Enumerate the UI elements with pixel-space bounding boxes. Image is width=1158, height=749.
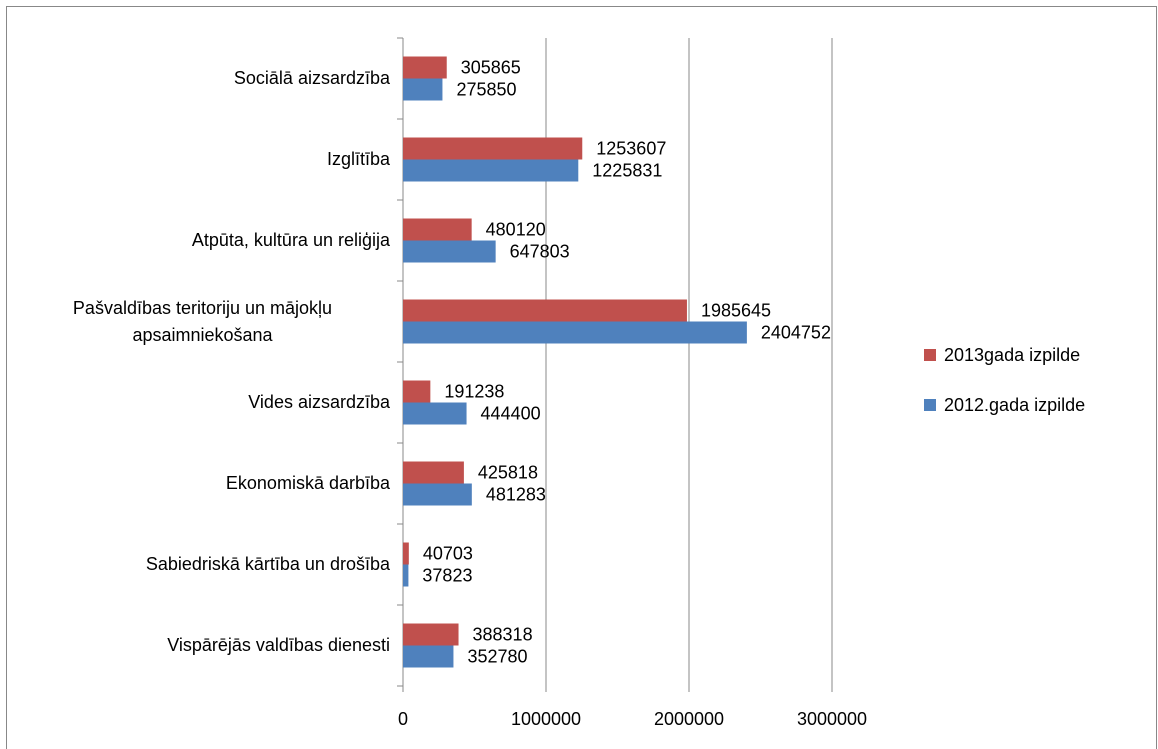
x-tick-label: 2000000 <box>654 709 724 729</box>
bar <box>403 542 409 565</box>
bar <box>403 240 496 263</box>
y-tick-label: Atpūta, kultūra un reliģija <box>191 230 390 250</box>
y-tick-label-wrap: Vispārējās valdības dienesti <box>10 605 390 686</box>
legend-label: 2013gada izpilde <box>944 345 1080 365</box>
data-label: 1225831 <box>592 160 662 180</box>
y-tick-label: Vispārējās valdības dienesti <box>167 635 390 655</box>
bar <box>403 159 579 182</box>
data-label: 2404752 <box>761 322 831 342</box>
x-tick-label: 0 <box>398 709 408 729</box>
chart-frame <box>6 6 1157 749</box>
data-label: 425818 <box>478 462 538 482</box>
data-label: 388318 <box>473 624 533 644</box>
y-tick-label-wrap: Pašvaldības teritoriju un mājokļu apsaim… <box>10 281 390 362</box>
bar <box>403 402 467 425</box>
y-tick-label-box: Vides aizsardzība <box>10 362 390 443</box>
data-label: 191238 <box>444 381 504 401</box>
y-tick-label-box: Vispārējās valdības dienesti <box>10 605 390 686</box>
y-tick-label-box: Atpūta, kultūra un reliģija <box>10 200 390 281</box>
bar <box>403 137 583 160</box>
y-tick-label-box: Pašvaldības teritoriju un mājokļu apsaim… <box>10 281 390 362</box>
bar <box>403 218 472 241</box>
data-label: 40703 <box>423 543 473 563</box>
bar <box>403 461 464 484</box>
data-label: 1253607 <box>596 138 666 158</box>
y-tick-label: Sociālā aizsardzība <box>233 68 390 88</box>
bar <box>403 564 409 587</box>
y-tick-label: Sabiedriskā kārtība un drošība <box>145 554 390 574</box>
data-label: 275850 <box>456 79 516 99</box>
data-label: 1985645 <box>701 300 771 320</box>
data-label: 305865 <box>461 57 521 77</box>
data-label: 444400 <box>481 403 541 423</box>
bar <box>403 56 447 79</box>
bar <box>403 623 459 646</box>
y-tick-label-box: Izglītība <box>10 119 390 200</box>
legend-swatch <box>924 349 936 361</box>
bar <box>403 380 431 403</box>
bar <box>403 483 472 506</box>
y-tick-label-wrap: Sabiedriskā kārtība un drošība <box>10 524 390 605</box>
bar <box>403 321 747 344</box>
y-tick-label-wrap: Vides aizsardzība <box>10 362 390 443</box>
data-label: 647803 <box>510 241 570 261</box>
x-tick-label: 1000000 <box>511 709 581 729</box>
legend-swatch <box>924 399 936 411</box>
bar <box>403 78 443 101</box>
x-tick-label: 3000000 <box>797 709 867 729</box>
legend-label: 2012.gada izpilde <box>944 395 1085 415</box>
y-tick-label: Ekonomiskā darbība <box>225 473 390 493</box>
y-tick-label-box: Sociālā aizsardzība <box>10 38 390 119</box>
data-label: 37823 <box>422 565 472 585</box>
data-label: 481283 <box>486 484 546 504</box>
y-tick-label-wrap: Atpūta, kultūra un reliģija <box>10 200 390 281</box>
y-tick-label: Pašvaldības teritoriju un mājokļu apsaim… <box>72 297 333 345</box>
y-tick-label-wrap: Ekonomiskā darbība <box>10 443 390 524</box>
y-tick-label-wrap: Izglītība <box>10 119 390 200</box>
data-label: 352780 <box>467 646 527 666</box>
y-tick-label-wrap: Sociālā aizsardzība <box>10 38 390 119</box>
y-tick-label: Izglītība <box>326 149 390 169</box>
y-tick-label: Vides aizsardzība <box>248 392 390 412</box>
bar <box>403 645 454 668</box>
bar <box>403 299 687 322</box>
data-label: 480120 <box>486 219 546 239</box>
y-tick-label-box: Ekonomiskā darbība <box>10 443 390 524</box>
y-tick-label-box: Sabiedriskā kārtība un drošība <box>10 524 390 605</box>
